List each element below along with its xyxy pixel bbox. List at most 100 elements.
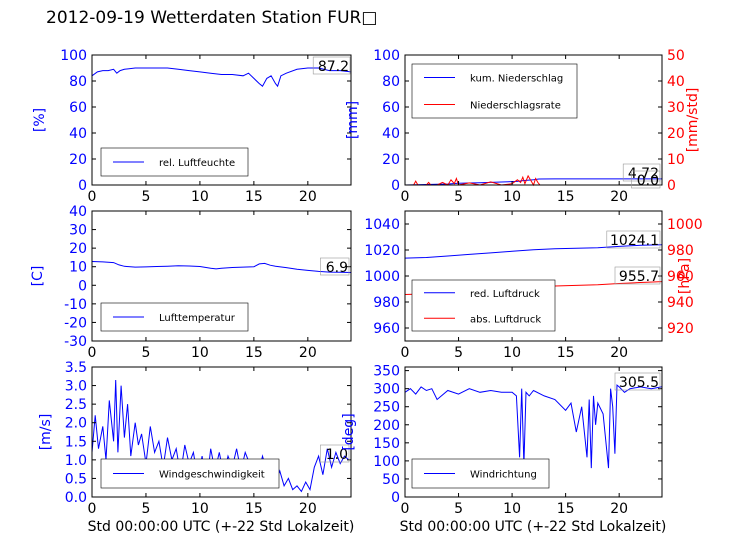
x-axis-label: Std 00:00:00 UTC (+-22 Std Lokalzeit) bbox=[400, 519, 667, 535]
annotation-box bbox=[606, 230, 661, 249]
legend-entry: abs. Luftdruck bbox=[470, 314, 541, 325]
y2-tick-label: 30 bbox=[667, 100, 685, 116]
y-axis-label: [C] bbox=[30, 266, 46, 287]
x-tick-label: 20 bbox=[610, 189, 628, 205]
y-tick-label: 1020 bbox=[364, 243, 400, 259]
legend: Windgeschwindigkeit bbox=[100, 458, 280, 489]
x-tick-label: 20 bbox=[610, 345, 628, 361]
y-tick-label: 150 bbox=[373, 436, 400, 452]
x-tick-label: 15 bbox=[557, 189, 575, 205]
y-tick-label: 50 bbox=[382, 472, 400, 488]
y-tick-label: 250 bbox=[373, 400, 400, 416]
legend: kum. Niederschlag Niederschlagsrate bbox=[411, 63, 578, 119]
x-tick-label: 0 bbox=[88, 501, 97, 517]
y-tick-label: 100 bbox=[373, 454, 400, 470]
y-tick-label: 0 bbox=[78, 178, 87, 194]
annotation-box bbox=[614, 266, 661, 285]
value-annotation: 955.7 bbox=[619, 269, 659, 285]
y2-tick-label: 10 bbox=[667, 152, 685, 168]
y-tick-label: 1000 bbox=[364, 269, 400, 285]
y-tick-label: 200 bbox=[373, 418, 400, 434]
legend: Windrichtung bbox=[411, 458, 550, 489]
legend: red. Luftdruck abs. Luftdruck bbox=[411, 279, 556, 332]
series-line-precip-1 bbox=[405, 174, 662, 187]
value-annotation: 4.72 bbox=[628, 166, 659, 182]
x-tick-label: 15 bbox=[557, 501, 575, 517]
y-tick-label: 0 bbox=[78, 278, 87, 294]
annotation-box bbox=[614, 372, 661, 391]
y-tick-label: 0 bbox=[391, 178, 400, 194]
y-tick-label: 80 bbox=[382, 74, 400, 90]
axes-frame bbox=[404, 366, 663, 498]
x-tick-label: 15 bbox=[245, 345, 263, 361]
y-axis-label: [m/s] bbox=[38, 414, 54, 451]
axes-frame bbox=[91, 366, 352, 498]
y-tick-label: 10 bbox=[69, 260, 87, 276]
y-tick-label: 350 bbox=[373, 364, 400, 380]
y-axis-label: [%] bbox=[32, 108, 48, 132]
x-tick-label: 20 bbox=[299, 345, 317, 361]
legend-entry: Lufttemperatur bbox=[159, 313, 236, 324]
x-tick-label: 0 bbox=[88, 189, 97, 205]
x-tick-label: 15 bbox=[557, 345, 575, 361]
y2-tick-label: 0 bbox=[667, 178, 676, 194]
x-tick-label: 0 bbox=[401, 345, 410, 361]
series-line-temp-0 bbox=[91, 261, 352, 273]
x-tick-label: 0 bbox=[401, 189, 410, 205]
value-annotation: 305.5 bbox=[619, 375, 659, 391]
y-tick-label: 80 bbox=[69, 74, 87, 90]
y-tick-label: 20 bbox=[69, 241, 87, 257]
legend-entry: Windrichtung bbox=[470, 470, 537, 481]
series-line-pressure-0 bbox=[404, 244, 663, 259]
panel-pressure: 0 5 10 15 20 960 980 1000 1020 1040 920 940 960 980 10… bbox=[364, 210, 703, 361]
series-line-humidity-0 bbox=[91, 67, 352, 88]
x-tick-label: 10 bbox=[503, 501, 521, 517]
value-annotation: 6.9 bbox=[326, 260, 348, 276]
x-tick-label: 5 bbox=[454, 189, 463, 205]
y-tick-label: 2.5 bbox=[65, 397, 87, 413]
value-annotation: 87.2 bbox=[318, 59, 349, 75]
y-axis-label: [deg] bbox=[341, 413, 357, 450]
y-tick-label: 100 bbox=[373, 48, 400, 64]
y2-tick-label: 1000 bbox=[667, 217, 703, 233]
y-tick-label: 1040 bbox=[364, 217, 400, 233]
y-tick-label: 100 bbox=[60, 48, 87, 64]
x-tick-label: 15 bbox=[245, 189, 263, 205]
legend: Lufttemperatur bbox=[100, 302, 249, 332]
value-annotation: 0.0 bbox=[637, 173, 659, 189]
y2-tick-label: 20 bbox=[667, 126, 685, 142]
x-tick-label: 10 bbox=[191, 189, 209, 205]
y2-axis-label: [hPa] bbox=[677, 258, 693, 294]
panel-wind-speed: 0 5 10 15 20 0.0 0.5 1.0 1.5 2.0 2.5 3.0 3.5 [m/s] Std… bbox=[38, 360, 354, 535]
x-tick-label: 5 bbox=[454, 501, 463, 517]
legend-entry: rel. Luftfeuchte bbox=[159, 158, 235, 169]
series-line-precip-0 bbox=[404, 178, 662, 186]
y2-tick-label: 980 bbox=[667, 243, 694, 259]
y-tick-label: 2.0 bbox=[65, 416, 87, 432]
y-tick-label: 3.5 bbox=[65, 360, 87, 376]
y2-tick-label: 40 bbox=[667, 74, 685, 90]
x-tick-label: 20 bbox=[610, 501, 628, 517]
y-tick-label: 40 bbox=[382, 126, 400, 142]
value-annotation: 1024.1 bbox=[610, 233, 659, 249]
axes-frame bbox=[404, 54, 663, 186]
annotation-box bbox=[320, 444, 350, 463]
y2-tick-label: 50 bbox=[667, 48, 685, 64]
axes-frame bbox=[91, 210, 352, 342]
y-axis-label: [mm] bbox=[345, 101, 361, 139]
figure-title: 2012-09-19 Wetterdaten Station FUR□ bbox=[46, 8, 378, 28]
x-tick-label: 5 bbox=[454, 345, 463, 361]
y-tick-label: 20 bbox=[382, 152, 400, 168]
y2-axis-label: [mm/std] bbox=[685, 88, 701, 153]
y-tick-label: -10 bbox=[64, 297, 87, 313]
y-tick-label: 980 bbox=[373, 295, 400, 311]
y-tick-label: 40 bbox=[69, 204, 87, 220]
legend-frame bbox=[411, 63, 578, 119]
y-tick-label: 0.5 bbox=[65, 471, 87, 487]
x-tick-label: 20 bbox=[299, 189, 317, 205]
y2-tick-label: 940 bbox=[667, 295, 694, 311]
y-tick-label: 3.0 bbox=[65, 379, 87, 395]
y-tick-label: 960 bbox=[373, 321, 400, 337]
